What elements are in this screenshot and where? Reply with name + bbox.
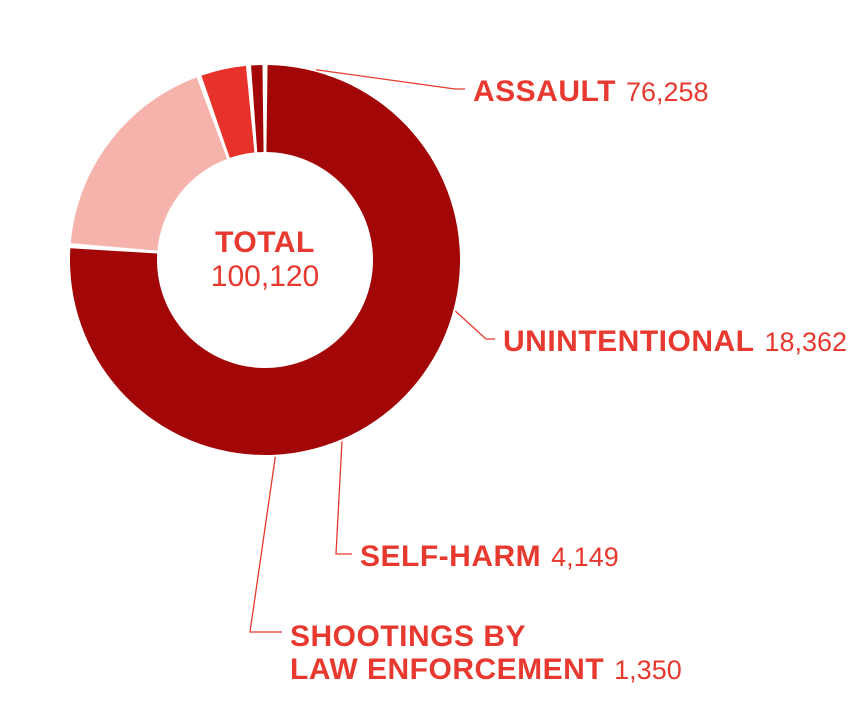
- slice-label: ASSAULT 76,258: [473, 75, 709, 108]
- slice-label-value: 18,362: [764, 327, 847, 357]
- center-label: TOTAL 100,120: [211, 226, 319, 294]
- leader-line: [336, 441, 352, 554]
- leader-line: [455, 311, 495, 339]
- center-title: TOTAL: [211, 226, 319, 260]
- slice-label-value: 4,149: [551, 542, 619, 572]
- slice-label-category: SELF-HARM: [360, 540, 541, 573]
- donut-svg: [0, 0, 860, 725]
- slice-label: SELF-HARM 4,149: [360, 540, 619, 573]
- slice-label-category: SHOOTINGS BY: [290, 620, 526, 653]
- slice-label: UNINTENTIONAL 18,362: [503, 325, 847, 358]
- slice-label-value: 1,350: [614, 655, 682, 685]
- leader-line: [250, 457, 282, 632]
- donut-chart: TOTAL 100,120 ASSAULT 76,258 UNINTENTIONAL…: [0, 0, 860, 725]
- slice-label-category: LAW ENFORCEMENT: [290, 653, 604, 686]
- slice-label-category: ASSAULT: [473, 75, 616, 108]
- center-value: 100,120: [211, 260, 319, 294]
- slice-label-value: 76,258: [626, 77, 709, 107]
- slice-label-category: UNINTENTIONAL: [503, 325, 754, 358]
- donut-slice: [71, 77, 227, 250]
- slice-label: SHOOTINGS BYLAW ENFORCEMENT 1,350: [290, 620, 682, 686]
